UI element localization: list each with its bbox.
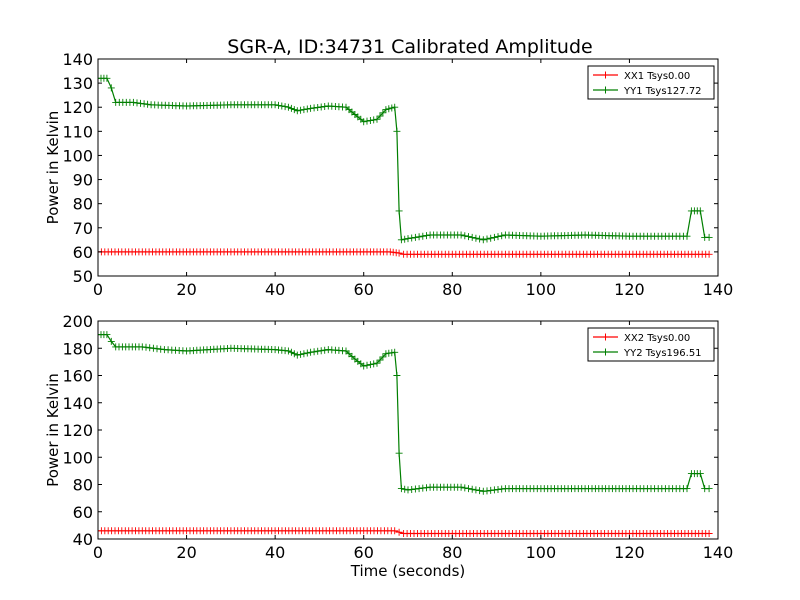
y-tick-label: 60 xyxy=(73,243,93,262)
y-tick-label: 130 xyxy=(62,74,93,93)
series-xx2 xyxy=(98,527,713,537)
x-tick-label: 60 xyxy=(354,280,374,299)
x-tick-label: 140 xyxy=(703,543,734,562)
x-tick-label: 40 xyxy=(265,543,285,562)
y-tick-label: 160 xyxy=(62,367,93,386)
legend-entry: YY2 Tsys196.51 xyxy=(593,348,702,359)
y-tick-label: 70 xyxy=(73,219,93,238)
x-tick-label: 100 xyxy=(526,543,557,562)
legend-marker xyxy=(602,333,609,341)
x-tick-label: 100 xyxy=(526,280,557,299)
top-subplot: 0 20 40 60 80 100 120 140 50 60 70 80 90 100 110 120 130… xyxy=(44,50,733,299)
bottom-subplot: 0 20 40 60 80 100 120 140 40 60 80 100 120 140 160 180 2… xyxy=(44,312,733,580)
x-tick-label: 140 xyxy=(703,280,734,299)
legend-marker xyxy=(602,348,609,356)
y-tick-label: 60 xyxy=(73,503,93,522)
legend-marker xyxy=(602,71,609,79)
legend-entry: XX1 Tsys0.00 xyxy=(593,71,690,82)
legend-label: YY1 Tsys127.72 xyxy=(623,86,702,97)
x-axis-label: Time (seconds) xyxy=(350,562,466,580)
series-yy1 xyxy=(98,74,713,244)
y-tick-label: 80 xyxy=(73,476,93,495)
y-axis-label: Power in Kelvin xyxy=(44,373,62,487)
x-tick-label: 60 xyxy=(354,543,374,562)
y-tick-label: 120 xyxy=(62,421,93,440)
series-yy2 xyxy=(98,331,713,495)
series-xx1 xyxy=(98,248,713,258)
x-tick-label: 0 xyxy=(93,543,103,562)
y-tick-label: 140 xyxy=(62,50,93,69)
y-tick-label: 120 xyxy=(62,98,93,117)
y-tick-label: 100 xyxy=(62,146,93,165)
y-tick-label: 200 xyxy=(62,312,93,331)
x-tick-label: 40 xyxy=(265,280,285,299)
x-tick-label: 20 xyxy=(176,280,196,299)
series-markers xyxy=(98,527,713,537)
series-markers xyxy=(98,248,713,258)
chart-title: SGR-A, ID:34731 Calibrated Amplitude xyxy=(227,36,592,58)
x-tick-label: 120 xyxy=(614,543,645,562)
y-tick-label: 140 xyxy=(62,394,93,413)
y-tick-label: 90 xyxy=(73,171,93,190)
y-tick-label: 80 xyxy=(73,195,93,214)
y-tick-label: 180 xyxy=(62,339,93,358)
legend-box xyxy=(587,65,715,100)
legend-label: XX1 Tsys0.00 xyxy=(624,71,690,82)
x-tick-label: 20 xyxy=(176,543,196,562)
x-tick-label: 80 xyxy=(442,543,462,562)
legend-label: XX2 Tsys0.00 xyxy=(624,333,690,344)
legend: XX2 Tsys0.00 YY2 Tsys196.51 xyxy=(587,327,715,362)
y-tick-label: 40 xyxy=(73,530,93,549)
legend-marker xyxy=(602,86,609,94)
series-markers xyxy=(98,74,713,244)
legend-entry: XX2 Tsys0.00 xyxy=(593,333,690,344)
y-tick-label: 110 xyxy=(62,122,93,141)
x-tick-label: 80 xyxy=(442,280,462,299)
legend: XX1 Tsys0.00 YY1 Tsys127.72 xyxy=(587,65,715,100)
legend-entry: YY1 Tsys127.72 xyxy=(593,86,702,97)
series-markers xyxy=(98,331,713,495)
plot-frame xyxy=(97,58,719,277)
y-axis-label: Power in Kelvin xyxy=(44,111,62,225)
y-tick-label: 100 xyxy=(62,448,93,467)
legend-box xyxy=(587,327,715,362)
legend-label: YY2 Tsys196.51 xyxy=(623,348,702,359)
x-tick-label: 0 xyxy=(93,280,103,299)
y-tick-label: 50 xyxy=(73,267,93,286)
x-tick-label: 120 xyxy=(614,280,645,299)
